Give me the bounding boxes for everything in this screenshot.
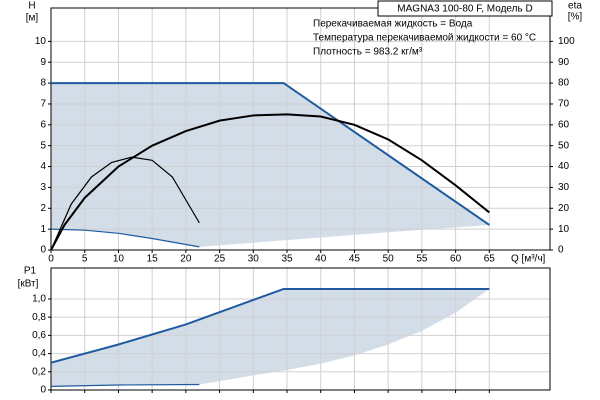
y2-tick-label: 60 — [558, 119, 570, 130]
y-tick-label: 4 — [40, 161, 46, 172]
x-tick-label: 65 — [484, 254, 496, 265]
y2-tick-label: 20 — [558, 203, 570, 214]
plot-frame — [50, 7, 551, 251]
y-tick-label: 6 — [40, 119, 46, 130]
y2-tick-label: 10 — [558, 224, 570, 235]
y-tick-label: 1,0 — [32, 294, 46, 305]
x-tick-label: 10 — [113, 254, 125, 265]
curve — [50, 228, 200, 248]
y-tick-label: 7 — [40, 99, 46, 110]
annotation: Температура перекачиваемой жидкости = 60… — [313, 33, 536, 44]
y-axis-unit: [кВт] — [18, 279, 39, 290]
operating-area — [51, 288, 490, 387]
operating-area — [51, 83, 490, 247]
y2-tick-label: 80 — [558, 78, 570, 89]
curve — [50, 383, 200, 387]
x-tick-label: 5 — [82, 254, 88, 265]
y2-tick-label: 30 — [558, 182, 570, 193]
curve — [50, 113, 490, 251]
y-tick-label: 9 — [40, 57, 46, 68]
x-tick-label: 0 — [48, 254, 54, 265]
y-axis-unit: [м] — [26, 13, 39, 24]
y-tick-label: 0 — [40, 245, 46, 256]
y2-axis-label: eta — [568, 1, 582, 12]
x-tick-label: 50 — [383, 254, 395, 265]
y2-axis-unit: [%] — [568, 12, 583, 23]
y-tick-label: 1 — [40, 224, 46, 235]
x-tick-label: 55 — [416, 254, 428, 265]
y2-tick-label: 50 — [558, 140, 570, 151]
y-tick-label: 3 — [40, 182, 46, 193]
x-tick-label: 20 — [180, 254, 192, 265]
x-tick-label: 15 — [147, 254, 159, 265]
y2-tick-label: 70 — [558, 99, 570, 110]
y-tick-label: 0,2 — [32, 366, 46, 377]
x-tick-label: 30 — [248, 254, 260, 265]
x-tick-label: 60 — [450, 254, 462, 265]
y-tick-label: 8 — [40, 78, 46, 89]
y-axis-label: H — [28, 1, 35, 12]
chart-title: MAGNA3 100-80 F, Модель D — [397, 4, 532, 15]
y-tick-label: 2 — [40, 203, 46, 214]
curve — [50, 156, 200, 251]
x-tick-label: 25 — [214, 254, 226, 265]
curve — [50, 287, 490, 364]
y-tick-label: 10 — [35, 36, 47, 47]
curve — [51, 82, 490, 226]
plot-frame — [50, 267, 551, 391]
y-tick-label: 0,8 — [32, 312, 46, 323]
x-tick-label: 35 — [281, 254, 293, 265]
x-tick-label: 40 — [315, 254, 327, 265]
y2-tick-label: 0 — [558, 245, 564, 256]
x-axis-label: Q [м³/ч] — [511, 254, 546, 265]
y2-tick-label: 100 — [558, 36, 575, 47]
y-axis-label: P1 — [24, 266, 37, 277]
title-box — [377, 0, 553, 17]
x-tick-label: 45 — [349, 254, 361, 265]
y2-tick-label: 90 — [558, 57, 570, 68]
annotation: Плотность = 983.2 кг/м³ — [313, 47, 423, 58]
y-tick-label: 0 — [40, 385, 46, 396]
y-tick-label: 5 — [40, 140, 46, 151]
y-tick-label: 0,6 — [32, 330, 46, 341]
y-tick-label: 0,4 — [32, 348, 46, 359]
y2-tick-label: 40 — [558, 161, 570, 172]
annotation: Перекачиваемая жидкость = Вода — [313, 19, 473, 30]
